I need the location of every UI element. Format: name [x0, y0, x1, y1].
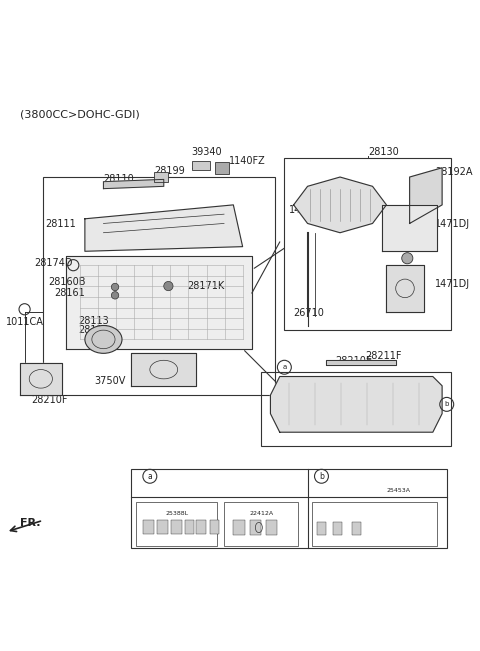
Text: 28113: 28113: [78, 316, 108, 326]
Circle shape: [111, 283, 119, 291]
Bar: [192, 161, 210, 170]
Bar: [333, 522, 342, 535]
Text: 28210F: 28210F: [32, 395, 68, 405]
Text: 28111: 28111: [46, 219, 76, 229]
Polygon shape: [85, 205, 242, 251]
Polygon shape: [66, 256, 252, 349]
Polygon shape: [294, 177, 386, 232]
Text: 28211F: 28211F: [366, 351, 402, 361]
Text: 28192A: 28192A: [435, 167, 473, 178]
Bar: [352, 522, 361, 535]
Text: 28174D: 28174D: [34, 258, 72, 268]
Bar: [250, 520, 261, 535]
Text: 28160B: 28160B: [48, 277, 85, 287]
Bar: [136, 502, 217, 546]
Text: 1011CA: 1011CA: [6, 317, 44, 327]
Text: 28171K: 28171K: [187, 281, 224, 291]
Bar: [391, 214, 428, 247]
Polygon shape: [409, 168, 442, 223]
Circle shape: [402, 253, 413, 264]
Text: 22412A: 22412A: [249, 510, 273, 516]
Text: b: b: [319, 472, 324, 481]
Polygon shape: [386, 265, 423, 312]
Text: 25453A: 25453A: [386, 488, 410, 493]
Text: FR.: FR.: [20, 518, 40, 528]
Bar: [80, 265, 242, 339]
Circle shape: [111, 292, 119, 299]
Bar: [185, 520, 194, 534]
FancyArrowPatch shape: [76, 263, 87, 265]
Bar: [210, 520, 219, 534]
Text: 1140FZ: 1140FZ: [228, 156, 265, 166]
Text: 28130: 28130: [368, 146, 398, 156]
Bar: [261, 372, 451, 446]
Bar: [215, 162, 228, 174]
Polygon shape: [326, 360, 396, 365]
Text: (3800CC>DOHC-GDI): (3800CC>DOHC-GDI): [20, 110, 140, 120]
Bar: [132, 469, 447, 548]
Bar: [266, 520, 277, 535]
Ellipse shape: [85, 326, 122, 353]
Polygon shape: [104, 180, 164, 189]
Text: 1471DJ: 1471DJ: [435, 279, 470, 289]
Circle shape: [164, 281, 173, 291]
Bar: [157, 520, 168, 534]
Text: 28112: 28112: [78, 325, 109, 335]
Bar: [155, 173, 168, 182]
Bar: [284, 158, 451, 330]
Bar: [43, 177, 275, 395]
Text: 28161: 28161: [55, 288, 85, 298]
Text: 28110: 28110: [104, 174, 134, 184]
Bar: [312, 502, 437, 546]
Bar: [143, 520, 155, 534]
Bar: [196, 520, 205, 534]
Text: a: a: [282, 365, 287, 370]
Polygon shape: [270, 376, 442, 432]
Text: a: a: [147, 472, 152, 481]
Polygon shape: [382, 205, 437, 251]
Text: 28210E: 28210E: [336, 356, 372, 367]
Bar: [317, 522, 326, 535]
Bar: [171, 520, 182, 534]
Text: 39340: 39340: [192, 146, 222, 156]
Text: 28199: 28199: [155, 166, 185, 176]
Text: 1471DJ: 1471DJ: [435, 219, 470, 229]
Text: 26710: 26710: [294, 308, 324, 318]
Text: 1471CD: 1471CD: [289, 206, 328, 215]
Bar: [233, 520, 245, 535]
Polygon shape: [20, 363, 62, 395]
Text: 25388L: 25388L: [165, 510, 188, 516]
Polygon shape: [132, 353, 196, 386]
Text: 3750V: 3750V: [94, 376, 126, 386]
Bar: [224, 502, 298, 546]
Text: b: b: [444, 402, 449, 408]
